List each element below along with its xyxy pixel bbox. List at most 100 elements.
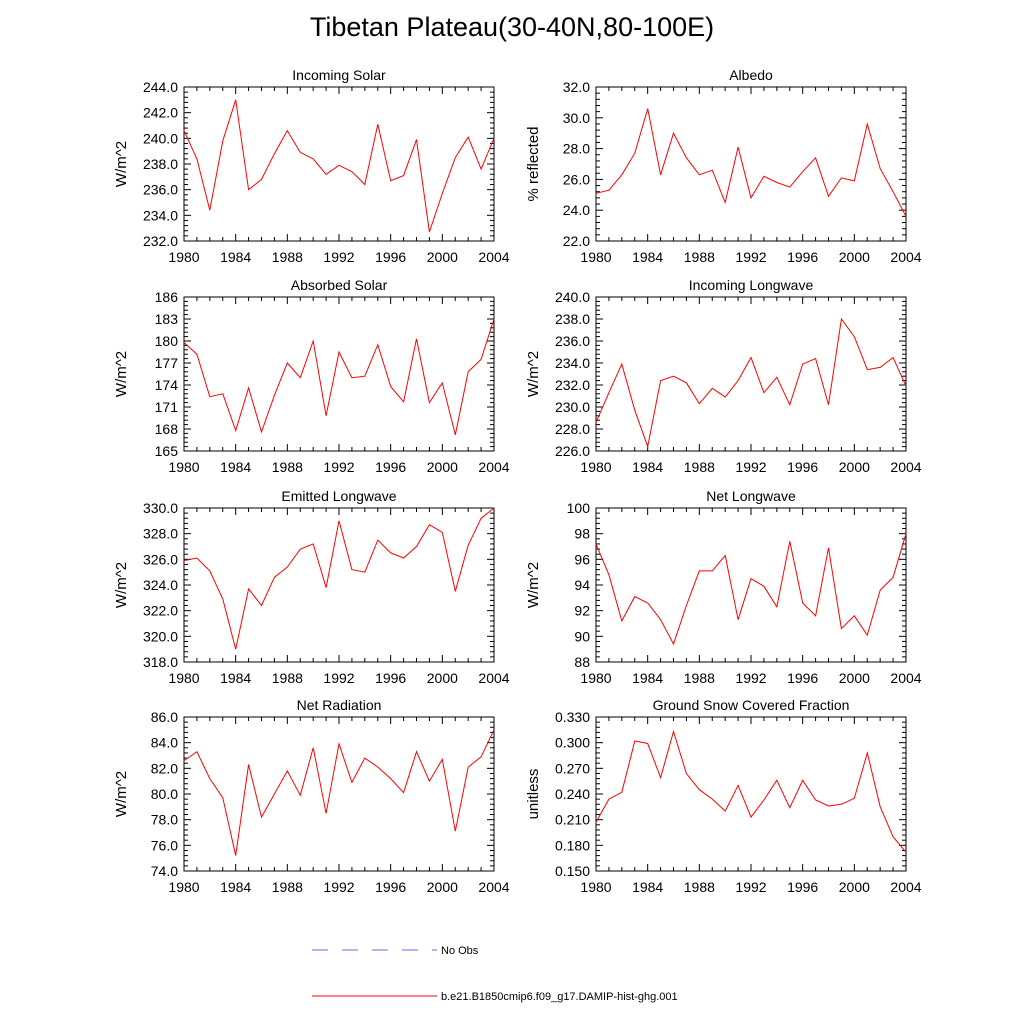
x-tick-label: 1980 — [580, 249, 611, 265]
y-tick-label: 240.0 — [555, 289, 590, 305]
panel-title: Absorbed Solar — [291, 277, 388, 293]
x-tick-label: 2000 — [839, 670, 870, 686]
panel-ground-snow-covered-fraction: Ground Snow Covered Fraction unitless 0.15… — [525, 697, 922, 895]
y-tick-label: 226.0 — [555, 443, 590, 459]
x-tick-label: 2000 — [427, 459, 458, 475]
x-tick-label: 2000 — [427, 249, 458, 265]
x-tick-label: 1996 — [787, 670, 818, 686]
y-tick-label: 168 — [155, 421, 179, 437]
x-tick-label: 2004 — [478, 459, 509, 475]
series-line — [183, 729, 495, 856]
y-tick-label: 88 — [574, 654, 590, 670]
y-tick-label: 186 — [155, 289, 179, 305]
x-tick-label: 1988 — [272, 459, 303, 475]
x-tick-label: 2004 — [890, 670, 921, 686]
y-tick-label: 236.0 — [143, 182, 178, 198]
x-tick-label: 2004 — [478, 879, 509, 895]
series-line — [183, 507, 495, 650]
y-tick-label: 96 — [574, 551, 590, 567]
plot-frame — [183, 716, 495, 872]
y-tick-label: 174 — [155, 377, 179, 393]
y-axis-label: W/m^2 — [525, 562, 542, 608]
x-tick-label: 1992 — [323, 459, 354, 475]
x-tick-label: 1980 — [580, 459, 611, 475]
y-axis-label: % reflected — [525, 126, 542, 201]
series-line — [595, 729, 907, 853]
x-tick-label: 1980 — [168, 879, 199, 895]
y-tick-label: 0.270 — [555, 760, 590, 776]
plot-frame — [595, 296, 907, 452]
panel-albedo: Albedo % reflected 22.0 24.0 26.0 28.0 30.0 32.… — [525, 67, 922, 265]
legend-label: No Obs — [441, 945, 479, 957]
x-tick-label: 1988 — [684, 249, 715, 265]
plot-frame — [595, 507, 907, 663]
x-tick-label: 1992 — [735, 670, 766, 686]
panel-net-radiation: Net Radiation W/m^2 74.0 76.0 78.0 80.0 82.0 84… — [113, 697, 510, 895]
y-tick-label: 177 — [155, 355, 179, 371]
x-tick-label: 2004 — [478, 670, 509, 686]
y-tick-label: 171 — [155, 399, 179, 415]
y-tick-label: 84.0 — [151, 735, 178, 751]
y-tick-label: 0.180 — [555, 837, 590, 853]
panel-incoming-solar: Incoming Solar W/m^2 232.0 234.0 236.0 238.0 2… — [113, 67, 510, 265]
y-tick-label: 86.0 — [151, 709, 178, 725]
x-tick-label: 1988 — [272, 670, 303, 686]
x-tick-label: 1996 — [375, 670, 406, 686]
panel-net-longwave: Net Longwave W/m^2 88 90 92 94 96 98 100 1980 1984… — [525, 488, 922, 686]
panel-title: Incoming Solar — [292, 67, 386, 83]
y-axis-label: W/m^2 — [113, 562, 130, 608]
series-line — [595, 108, 907, 217]
y-tick-label: 324.0 — [143, 577, 178, 593]
y-axis-label: W/m^2 — [113, 351, 130, 397]
plot-frame — [183, 296, 495, 452]
y-tick-label: 0.240 — [555, 786, 590, 802]
y-tick-label: 240.0 — [143, 130, 178, 146]
y-tick-label: 234.0 — [555, 355, 590, 371]
x-tick-label: 1984 — [220, 249, 251, 265]
y-tick-label: 322.0 — [143, 603, 178, 619]
x-tick-label: 1984 — [632, 249, 663, 265]
figure-title: Tibetan Plateau(30-40N,80-100E) — [309, 12, 715, 42]
y-tick-label: 100 — [567, 500, 591, 516]
y-tick-label: 24.0 — [563, 202, 590, 218]
y-axis-label: unitless — [525, 769, 542, 820]
y-tick-label: 180 — [155, 333, 179, 349]
y-tick-label: 236.0 — [555, 333, 590, 349]
y-tick-label: 328.0 — [143, 526, 178, 542]
y-tick-label: 238.0 — [143, 156, 178, 172]
series-line — [595, 317, 907, 449]
y-tick-label: 26.0 — [563, 171, 590, 187]
plot-frame — [183, 507, 495, 663]
x-tick-label: 2004 — [890, 249, 921, 265]
x-tick-label: 2004 — [478, 249, 509, 265]
x-tick-label: 2000 — [427, 670, 458, 686]
x-tick-label: 1992 — [735, 459, 766, 475]
x-tick-label: 1984 — [220, 670, 251, 686]
y-tick-label: 28.0 — [563, 141, 590, 157]
y-tick-label: 244.0 — [143, 79, 178, 95]
x-tick-label: 1984 — [632, 879, 663, 895]
y-tick-label: 94 — [574, 577, 590, 593]
x-tick-label: 1988 — [684, 459, 715, 475]
y-tick-label: 0.210 — [555, 812, 590, 828]
panel-title: Net Longwave — [706, 488, 796, 504]
panel-absorbed-solar: Absorbed Solar W/m^2 165 168 171 174 177 180 183… — [113, 277, 510, 475]
plot-frame — [595, 86, 907, 242]
y-tick-label: 92 — [574, 603, 590, 619]
x-tick-label: 2000 — [839, 249, 870, 265]
x-tick-label: 1996 — [787, 459, 818, 475]
x-tick-label: 1996 — [375, 459, 406, 475]
x-tick-label: 1992 — [735, 249, 766, 265]
y-tick-label: 90 — [574, 628, 590, 644]
x-tick-label: 2004 — [890, 459, 921, 475]
y-tick-label: 0.330 — [555, 709, 590, 725]
y-tick-label: 330.0 — [143, 500, 178, 516]
y-tick-label: 0.150 — [555, 863, 590, 879]
x-tick-label: 1996 — [375, 249, 406, 265]
legend-label: b.e21.B1850cmip6.f09_g17.DAMIP-hist-ghg.… — [441, 991, 678, 1003]
series-line — [595, 533, 907, 646]
x-tick-label: 1984 — [220, 879, 251, 895]
x-tick-label: 1988 — [684, 879, 715, 895]
x-tick-label: 1992 — [323, 879, 354, 895]
x-tick-label: 1988 — [684, 670, 715, 686]
